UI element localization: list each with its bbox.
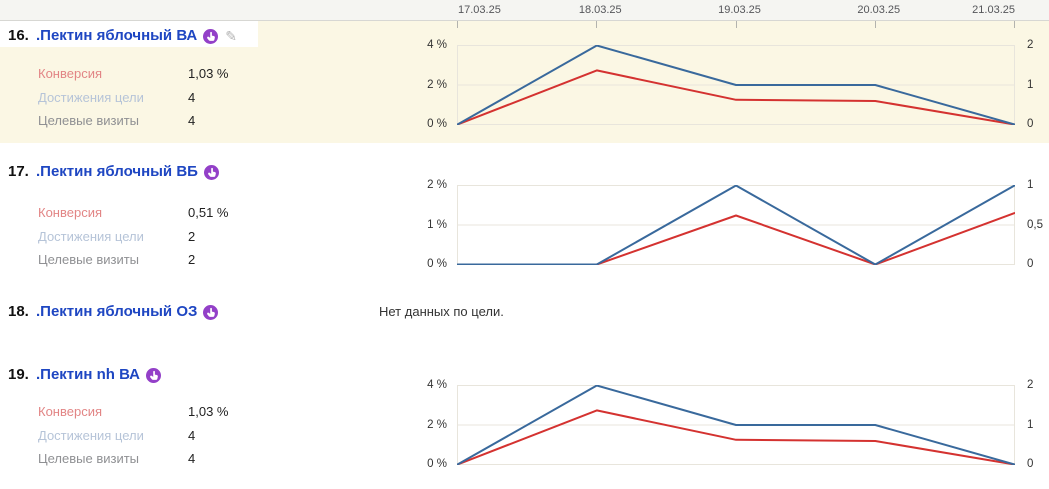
left-axis-tick-label: 0 % bbox=[427, 458, 447, 470]
goal-row-17-header: 17. .Пектин яблочный ВБ bbox=[8, 163, 219, 181]
goal-17-metrics: Конверсия 0,51 % Достижения цели 2 Целев… bbox=[38, 205, 368, 276]
goal-reaches-value: 4 bbox=[188, 89, 196, 105]
goal-title-link[interactable]: .Пектин яблочный ОЗ bbox=[36, 303, 198, 320]
goal-reaches-label: Достижения цели bbox=[38, 89, 144, 105]
goal-number: 16. bbox=[8, 27, 29, 44]
goal-reaches-value: 2 bbox=[188, 228, 196, 244]
chart-16-left-axis: 4 % 2 % 0 % bbox=[411, 39, 447, 130]
date-axis-tick bbox=[457, 21, 458, 28]
left-axis-tick-label: 2 % bbox=[427, 79, 447, 91]
right-axis-tick-label: 0 bbox=[1027, 258, 1034, 270]
goal-number: 18. bbox=[8, 303, 29, 320]
date-tick-label: 20.03.25 bbox=[857, 4, 901, 16]
goal-row-16-header: 16. .Пектин яблочный ВА ✎ bbox=[8, 27, 237, 45]
metric-conversion: Конверсия 0,51 % bbox=[38, 205, 368, 229]
date-tick-label: 21.03.25 bbox=[972, 4, 1015, 16]
goal-title-link[interactable]: .Пектин яблочный ВБ bbox=[36, 163, 198, 180]
goal-reaches-label: Достижения цели bbox=[38, 228, 144, 244]
goal-visits-label: Целевые визиты bbox=[38, 113, 140, 128]
left-axis-tick-label: 2 % bbox=[427, 419, 447, 431]
edit-goal-pencil-icon[interactable]: ✎ bbox=[225, 28, 237, 44]
right-axis-tick-label: 1 bbox=[1027, 179, 1034, 191]
goal-19-trend-chart[interactable] bbox=[456, 384, 1016, 466]
goal-row-19-header: 19. .Пектин nh ВА bbox=[8, 366, 162, 384]
right-axis-tick-label: 2 bbox=[1027, 39, 1034, 51]
chart-17-right-axis: 1 0,5 0 bbox=[1027, 179, 1049, 270]
date-axis-tick bbox=[596, 21, 597, 28]
goal-number: 17. bbox=[8, 163, 29, 180]
retargeting-goal-icon bbox=[146, 367, 162, 383]
right-axis-tick-label: 1 bbox=[1027, 419, 1034, 431]
goal-reaches-value: 4 bbox=[188, 427, 196, 443]
date-axis-tick bbox=[875, 21, 876, 28]
metric-conversion: Конверсия 1,03 % bbox=[38, 404, 368, 428]
goal-16-trend-chart[interactable] bbox=[456, 44, 1016, 126]
metric-goal-reaches: Достижения цели 4 bbox=[38, 428, 368, 452]
left-axis-tick-label: 0 % bbox=[427, 118, 447, 130]
chart-19-left-axis: 4 % 2 % 0 % bbox=[411, 379, 447, 470]
metric-goal-reaches: Достижения цели 4 bbox=[38, 90, 368, 114]
retargeting-goal-icon bbox=[203, 304, 219, 320]
goal-visits-value: 4 bbox=[188, 451, 196, 466]
right-axis-tick-label: 0 bbox=[1027, 118, 1034, 130]
goal-visits-value: 4 bbox=[188, 113, 196, 128]
metric-goal-visits: Целевые визиты 4 bbox=[38, 451, 368, 475]
left-axis-tick-label: 0 % bbox=[427, 258, 447, 270]
chart-17-left-axis: 2 % 1 % 0 % bbox=[411, 179, 447, 270]
goal-visits-label: Целевые визиты bbox=[38, 252, 140, 267]
conversion-value: 0,51 % bbox=[188, 205, 229, 220]
date-tick-label: 18.03.25 bbox=[578, 4, 622, 16]
left-axis-tick-label: 2 % bbox=[427, 179, 447, 191]
chart-16-right-axis: 2 1 0 bbox=[1027, 39, 1049, 130]
goal-title-link[interactable]: .Пектин nh ВА bbox=[36, 366, 141, 383]
goal-visits-label: Целевые визиты bbox=[38, 451, 140, 466]
metric-goal-visits: Целевые визиты 4 bbox=[38, 113, 368, 137]
goal-16-metrics: Конверсия 1,03 % Достижения цели 4 Целев… bbox=[38, 66, 368, 137]
date-axis-header: 17.03.25 18.03.25 19.03.25 20.03.25 21.03.25 bbox=[0, 0, 1049, 21]
conversion-label: Конверсия bbox=[38, 66, 103, 81]
right-axis-tick-label: 0,5 bbox=[1027, 219, 1043, 231]
metric-goal-visits: Целевые визиты 2 bbox=[38, 252, 368, 276]
date-tick-label: 19.03.25 bbox=[718, 4, 761, 16]
conversion-value: 1,03 % bbox=[188, 404, 229, 419]
date-axis-tick bbox=[736, 21, 737, 28]
metric-goal-reaches: Достижения цели 2 bbox=[38, 229, 368, 253]
right-axis-tick-label: 2 bbox=[1027, 379, 1034, 391]
left-axis-tick-label: 1 % bbox=[427, 219, 447, 231]
no-goal-data-message: Нет данных по цели. bbox=[379, 304, 504, 319]
chart-19-right-axis: 2 1 0 bbox=[1027, 379, 1049, 470]
metric-conversion: Конверсия 1,03 % bbox=[38, 66, 368, 90]
left-axis-tick-label: 4 % bbox=[427, 39, 447, 51]
goal-row-18-header: 18. .Пектин яблочный ОЗ bbox=[8, 303, 219, 321]
right-axis-tick-label: 1 bbox=[1027, 79, 1034, 91]
goal-17-trend-chart[interactable] bbox=[456, 184, 1016, 266]
goal-title-link[interactable]: .Пектин яблочный ВА bbox=[36, 27, 198, 44]
right-axis-tick-label: 0 bbox=[1027, 458, 1034, 470]
left-axis-tick-label: 4 % bbox=[427, 379, 447, 391]
goal-19-metrics: Конверсия 1,03 % Достижения цели 4 Целев… bbox=[38, 404, 368, 475]
conversion-label: Конверсия bbox=[38, 205, 103, 220]
goal-visits-value: 2 bbox=[188, 252, 196, 267]
goal-reaches-label: Достижения цели bbox=[38, 427, 144, 443]
retargeting-goal-icon bbox=[203, 28, 219, 44]
date-tick-label: 17.03.25 bbox=[458, 4, 501, 16]
conversion-value: 1,03 % bbox=[188, 66, 229, 81]
retargeting-goal-icon bbox=[203, 164, 219, 180]
date-axis-tick bbox=[1014, 21, 1015, 28]
goal-number: 19. bbox=[8, 366, 29, 383]
conversion-label: Конверсия bbox=[38, 404, 103, 419]
